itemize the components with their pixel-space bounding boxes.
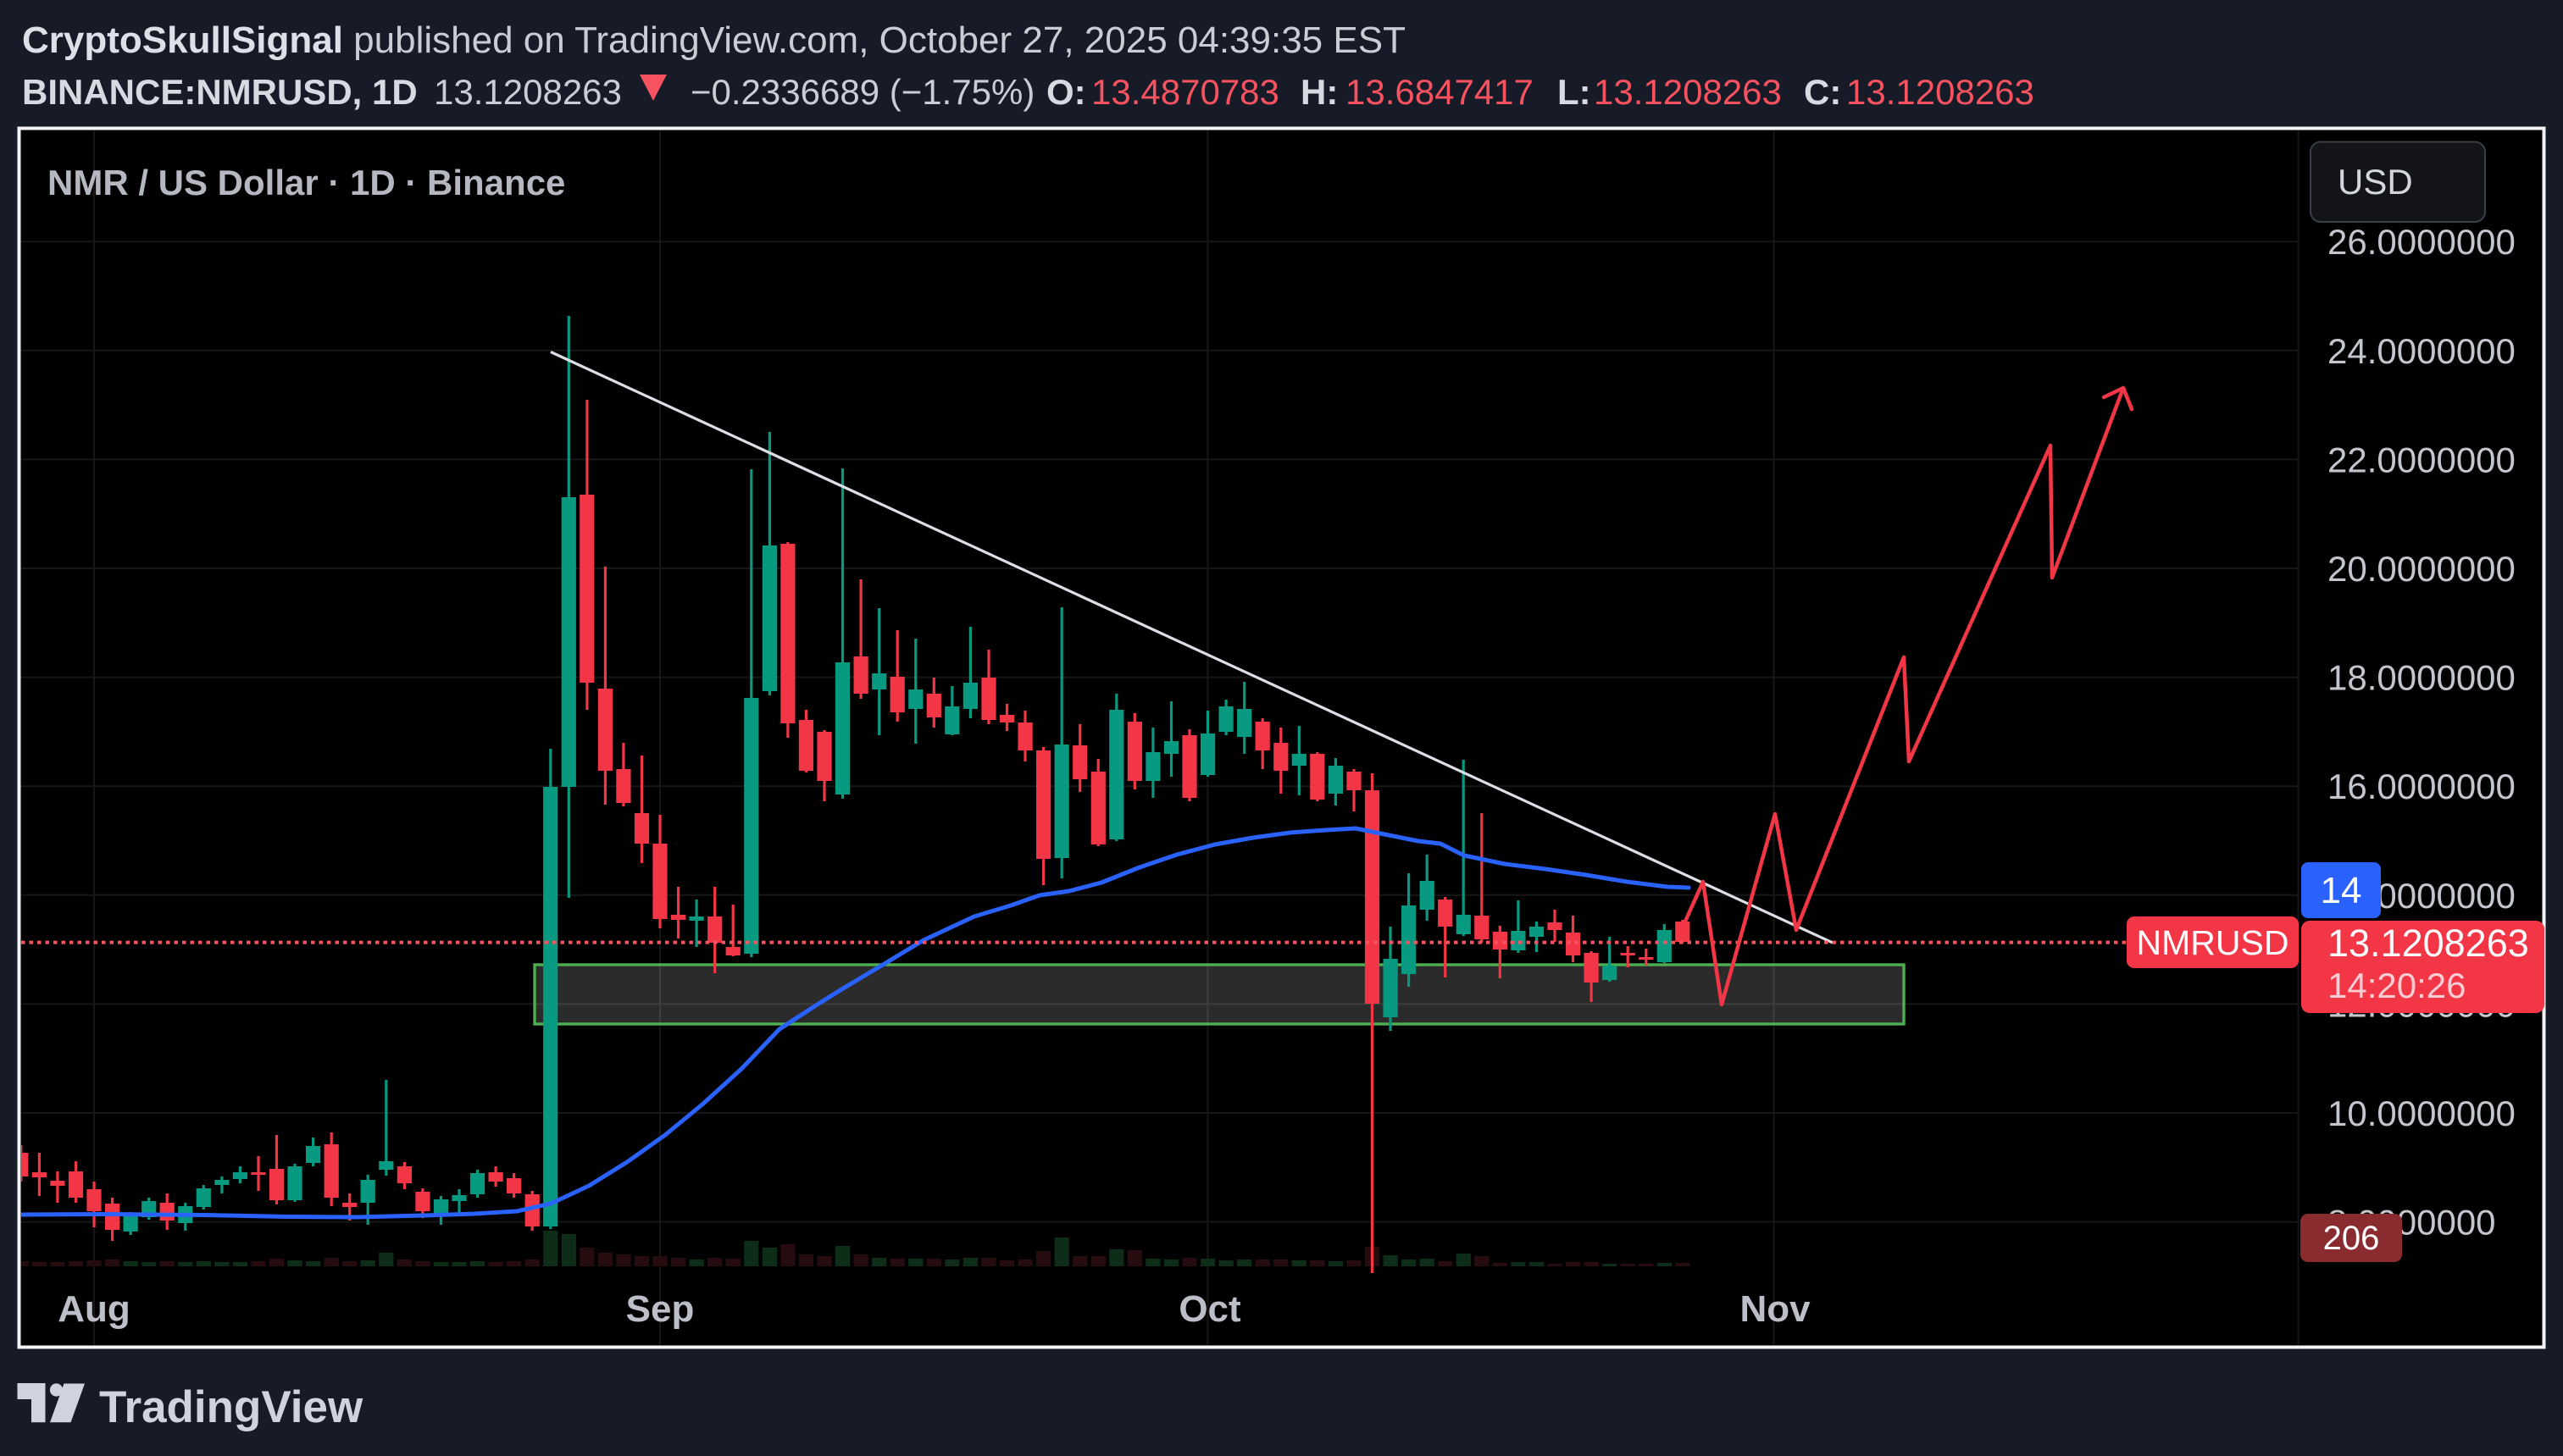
svg-text:14:20:26: 14:20:26: [2327, 966, 2466, 1005]
svg-text:16.0000000: 16.0000000: [2327, 767, 2516, 806]
svg-text:Nov: Nov: [1739, 1288, 1811, 1330]
svg-text:USD: USD: [2338, 162, 2413, 202]
svg-text:206: 206: [2323, 1220, 2380, 1257]
svg-text:13.1208263: 13.1208263: [2327, 922, 2529, 965]
svg-text:TradingView: TradingView: [99, 1382, 363, 1432]
svg-text:C:: C:: [1804, 72, 1841, 112]
svg-text:13.1208263: 13.1208263: [1846, 72, 2034, 112]
svg-text:26.0000000: 26.0000000: [2327, 222, 2516, 262]
svg-text:13.6847417: 13.6847417: [1345, 72, 1534, 112]
svg-text:24.0000000: 24.0000000: [2327, 331, 2516, 371]
svg-text:NMR / US Dollar · 1D · Binance: NMR / US Dollar · 1D · Binance: [47, 163, 565, 202]
svg-text:BINANCE:NMRUSD, 1D: BINANCE:NMRUSD, 1D: [22, 72, 418, 112]
svg-text:O:: O:: [1046, 72, 1086, 112]
svg-text:−0.2336689 (−1.75%): −0.2336689 (−1.75%): [691, 72, 1035, 112]
svg-text:20.0000000: 20.0000000: [2327, 549, 2516, 589]
svg-text:14: 14: [2321, 870, 2362, 911]
svg-text:H:: H:: [1301, 72, 1338, 112]
svg-text:13.4870783: 13.4870783: [1091, 72, 1279, 112]
svg-text:10.0000000: 10.0000000: [2327, 1093, 2516, 1133]
svg-text:22.0000000: 22.0000000: [2327, 440, 2516, 479]
svg-text:18.0000000: 18.0000000: [2327, 658, 2516, 698]
svg-text:13.1208263: 13.1208263: [434, 72, 622, 112]
svg-text:L:: L:: [1557, 72, 1591, 112]
svg-text:CryptoSkullSignal published on: CryptoSkullSignal published on TradingVi…: [22, 19, 1406, 61]
svg-text:13.1208263: 13.1208263: [1594, 72, 1782, 112]
svg-text:Aug: Aug: [58, 1288, 130, 1330]
svg-text:Oct: Oct: [1179, 1288, 1241, 1330]
svg-text:NMRUSD: NMRUSD: [2137, 923, 2289, 962]
svg-text:Sep: Sep: [626, 1288, 695, 1330]
